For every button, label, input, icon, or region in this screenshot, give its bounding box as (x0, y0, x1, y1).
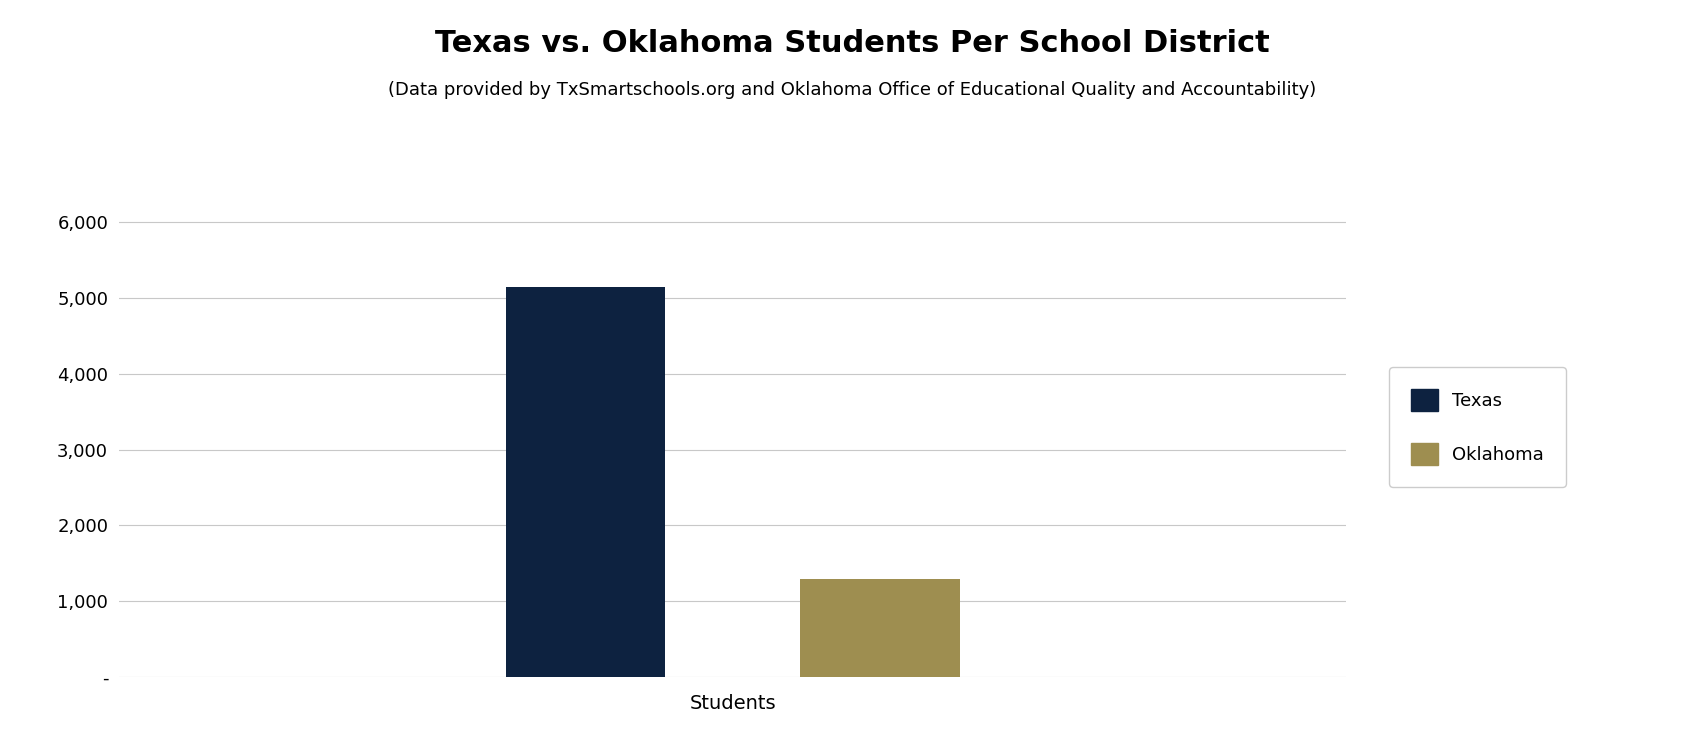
Bar (801, 578, 959, 677)
Text: Texas vs. Oklahoma Students Per School District: Texas vs. Oklahoma Students Per School D… (435, 29, 1269, 58)
Bar (506, 286, 665, 677)
Legend: Texas, Oklahoma: Texas, Oklahoma (1389, 367, 1566, 486)
Text: (Data provided by TxSmartschools.org and Oklahoma Office of Educational Quality : (Data provided by TxSmartschools.org and… (389, 81, 1315, 99)
